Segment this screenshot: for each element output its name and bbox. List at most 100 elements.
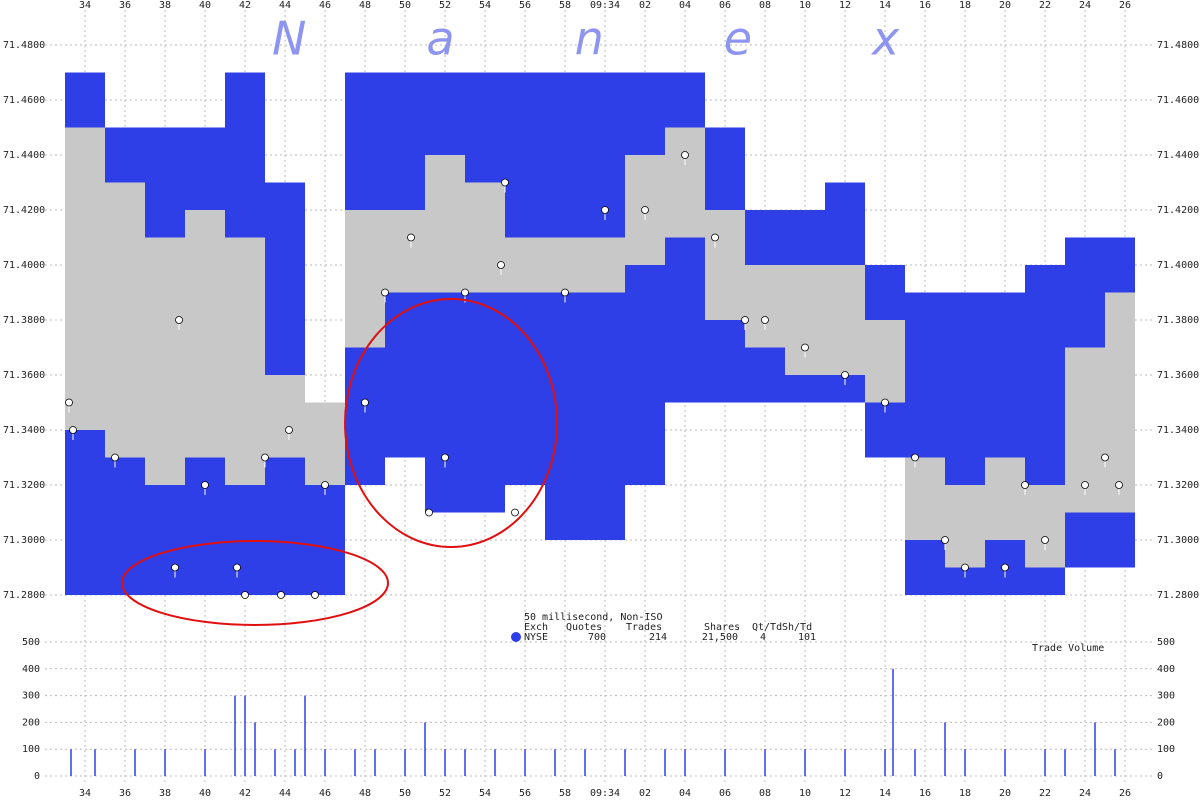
legend-header: Qt/Td <box>752 622 782 633</box>
x-tick-label: 02 <box>639 788 651 799</box>
x-tick-label: 24 <box>1079 788 1091 799</box>
trade-point <box>381 288 389 297</box>
quote-band <box>1105 292 1135 513</box>
x-tick-label: 14 <box>879 0 891 11</box>
y-tick-label: 71.2800 <box>1157 590 1199 601</box>
quote-band <box>265 375 305 458</box>
legend-header: Trades <box>626 622 662 633</box>
y-tick-label: 71.4800 <box>3 40 45 51</box>
y2-tick-label: 100 <box>1157 744 1175 755</box>
annotation-ellipse <box>121 540 389 626</box>
trade-point <box>407 233 415 242</box>
y-tick-label: 71.3200 <box>1157 480 1199 491</box>
trade-point <box>501 178 509 187</box>
quote-band <box>345 210 385 348</box>
x-tick-label: 04 <box>679 788 691 799</box>
legend-header: Shares <box>704 622 740 633</box>
x-tick-label: 38 <box>159 788 171 799</box>
x-tick-label: 58 <box>559 0 571 11</box>
quote-band <box>145 237 185 485</box>
x-tick-label: 56 <box>519 0 531 11</box>
x-tick-label: 52 <box>439 788 451 799</box>
trade-point <box>285 426 293 434</box>
legend-cell: NYSE <box>524 632 548 643</box>
y2-tick-label: 300 <box>1157 691 1175 702</box>
y-tick-label: 71.4000 <box>1157 260 1199 271</box>
trade-point <box>841 371 849 379</box>
quote-band <box>465 182 505 293</box>
legend-header: Exch <box>524 622 548 633</box>
annotation-ellipse <box>344 298 558 548</box>
y2-tick-label: 100 <box>22 744 40 755</box>
x-tick-label: 36 <box>119 788 131 799</box>
x-tick-label: 50 <box>399 788 411 799</box>
y2-tick-label: 200 <box>22 717 40 728</box>
legend-cell: 101 <box>798 632 816 643</box>
x-tick-label: 09:34 <box>590 0 620 11</box>
x-tick-label: 09:34 <box>590 788 620 799</box>
trade-point <box>241 591 249 599</box>
trade-point <box>111 453 119 462</box>
trade-point <box>741 316 749 324</box>
trade-point <box>175 316 183 324</box>
x-tick-label: 38 <box>159 0 171 11</box>
x-tick-label: 06 <box>719 788 731 799</box>
y-tick-label: 71.3800 <box>1157 315 1199 326</box>
trade-point <box>171 563 179 572</box>
y-tick-label: 71.4600 <box>1157 95 1199 106</box>
y-tick-label: 71.4600 <box>3 95 45 106</box>
legend-header: Sh/Td <box>782 622 812 633</box>
trade-point <box>511 508 519 517</box>
quote-band <box>65 127 105 430</box>
y2-tick-label: 300 <box>22 691 40 702</box>
y-tick-label: 71.3600 <box>3 370 45 381</box>
y-tick-label: 71.3000 <box>1157 535 1199 546</box>
trade-point <box>1101 453 1109 462</box>
y-tick-label: 71.3200 <box>3 480 45 491</box>
y-tick-label: 71.2800 <box>3 590 45 601</box>
quote-band <box>585 72 625 540</box>
quote-band <box>185 210 225 458</box>
x-tick-label: 22 <box>1039 788 1051 799</box>
trade-point <box>801 343 809 352</box>
trade-point <box>1041 536 1049 544</box>
quote-band <box>505 237 545 293</box>
trade-point <box>911 453 919 462</box>
quote-band <box>545 72 585 540</box>
x-tick-label: 16 <box>919 788 931 799</box>
x-tick-label: 08 <box>759 0 771 11</box>
x-tick-label: 26 <box>1119 0 1131 11</box>
y2-tick-label: 200 <box>1157 717 1175 728</box>
subtitle: 50 millisecond, Non-ISO <box>524 612 662 623</box>
x-tick-label: 14 <box>879 788 891 799</box>
trade-point <box>311 591 319 599</box>
trade-point <box>961 563 969 572</box>
y-tick-label: 71.4400 <box>1157 150 1199 161</box>
x-tick-label: 12 <box>839 788 851 799</box>
x-tick-label: 52 <box>439 0 451 11</box>
quote-band <box>785 265 825 375</box>
trade-point <box>441 453 449 462</box>
x-tick-label: 08 <box>759 788 771 799</box>
y2-tick-label: 0 <box>34 771 40 782</box>
trade-point <box>277 591 285 599</box>
x-tick-label: 10 <box>799 0 811 11</box>
x-tick-label: 34 <box>79 0 91 11</box>
y-tick-label: 71.3600 <box>1157 370 1199 381</box>
quote-band <box>585 237 625 293</box>
trade-point <box>425 508 433 517</box>
quote-band <box>985 457 1025 540</box>
quote-band <box>945 485 985 568</box>
trade-point <box>1115 481 1123 489</box>
x-tick-label: 58 <box>559 788 571 799</box>
trade-point <box>233 563 241 572</box>
y2-tick-label: 500 <box>1157 637 1175 648</box>
x-tick-label: 36 <box>119 0 131 11</box>
x-tick-label: 10 <box>799 788 811 799</box>
y2-tick-label: 0 <box>1157 771 1163 782</box>
trade-point <box>601 206 609 214</box>
quote-band <box>985 292 1025 595</box>
x-tick-label: 04 <box>679 0 691 11</box>
y-tick-label: 71.4400 <box>3 150 45 161</box>
x-tick-label: 16 <box>919 0 931 11</box>
